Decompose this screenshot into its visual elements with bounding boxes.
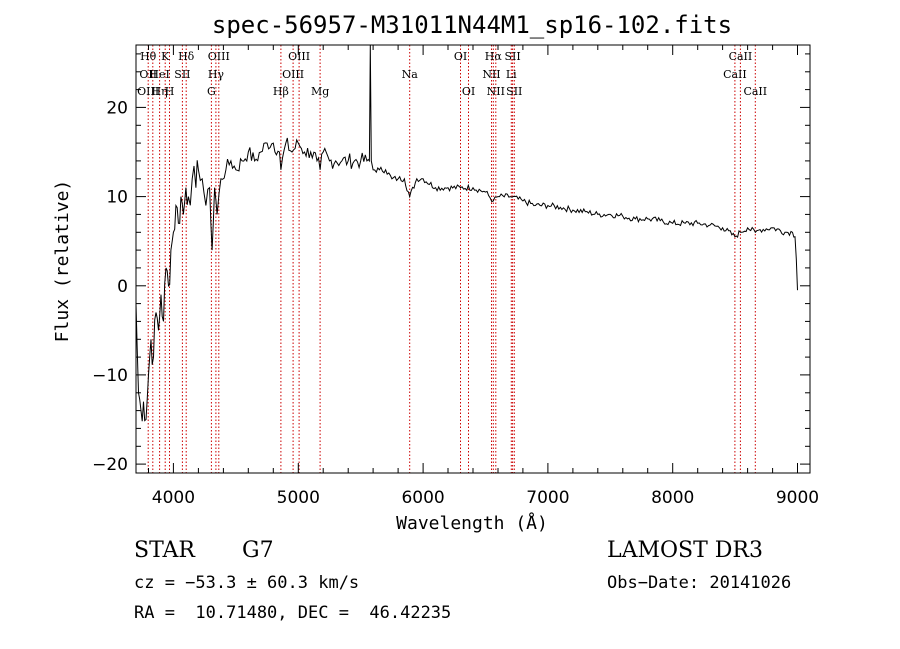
- y-axis: −20 −10 0 10 20: [92, 53, 810, 475]
- line-marker-label: SII: [506, 85, 522, 98]
- line-marker-label: OIII: [208, 50, 230, 63]
- line-marker-label: Hδ: [178, 50, 195, 63]
- line-marker-label: Hη: [152, 85, 168, 98]
- line-marker-label: CaII: [723, 68, 747, 81]
- object-subclass: G7: [242, 538, 274, 563]
- x-tick-label: 9000: [776, 488, 819, 508]
- line-marker-label: G: [207, 85, 216, 98]
- x-tick-label: 5000: [277, 488, 320, 508]
- observation-date: Obs−Date: 20141026: [607, 573, 792, 593]
- chart-title: spec-56957-M31011N44M1_sp16-102.fits: [212, 11, 732, 39]
- object-class: STAR: [134, 538, 195, 563]
- line-marker-labels: Hθ OII OIII HeI Hη K H SII Hδ G Hγ OIII Hβ OIII OIII Mg…: [137, 50, 767, 98]
- line-marker-label: Hθ: [140, 50, 157, 63]
- line-marker-label: SII: [174, 68, 190, 81]
- y-tick-label: −20: [92, 455, 128, 475]
- redshift-readout: cz = −53.3 ± 60.3 km/s: [134, 573, 360, 593]
- line-marker-label: OIII: [282, 68, 304, 81]
- line-marker-label: SII: [504, 50, 520, 63]
- line-marker-label: K: [161, 50, 170, 63]
- line-marker-label: Li: [506, 68, 517, 81]
- y-tick-label: 0: [117, 277, 128, 297]
- y-tick-label: 10: [106, 188, 128, 208]
- x-axis: 4000 5000 6000 7000 8000 9000: [148, 45, 819, 508]
- line-marker-label: Mg: [311, 85, 329, 98]
- y-tick-label: 20: [106, 98, 128, 118]
- x-tick-label: 6000: [401, 488, 444, 508]
- x-axis-label: Wavelength (Å): [396, 512, 548, 534]
- line-marker-label: Hα: [485, 50, 503, 63]
- x-tick-label: 7000: [526, 488, 569, 508]
- x-tick-label: 4000: [152, 488, 195, 508]
- x-tick-label: 8000: [651, 488, 694, 508]
- line-marker-label: NII: [482, 68, 500, 81]
- line-marker-label: OIII: [288, 50, 310, 63]
- survey-name: LAMOST DR3: [607, 538, 763, 563]
- line-marker-label: Hβ: [273, 85, 289, 98]
- line-marker-label: Hγ: [208, 68, 225, 81]
- line-marker-label: OIII: [137, 85, 159, 98]
- line-marker-label: OII: [139, 68, 157, 81]
- line-marker-label: NII: [487, 85, 505, 98]
- line-marker-label: Na: [402, 68, 419, 81]
- plot-frame: [135, 44, 811, 474]
- line-markers: [147, 45, 756, 473]
- line-marker-label: CaII: [729, 50, 753, 63]
- line-marker-label: HeI: [149, 68, 169, 81]
- y-axis-label: Flux (relative): [52, 180, 73, 343]
- y-tick-label: −10: [92, 366, 128, 386]
- spectrum-line: [135, 44, 798, 422]
- line-marker-label: OI: [462, 85, 475, 98]
- line-marker-label: H: [165, 85, 175, 98]
- line-marker-label: OI: [454, 50, 467, 63]
- coordinates-readout: RA = 10.71480, DEC = 46.42235: [134, 603, 452, 623]
- line-marker-label: CaII: [743, 85, 767, 98]
